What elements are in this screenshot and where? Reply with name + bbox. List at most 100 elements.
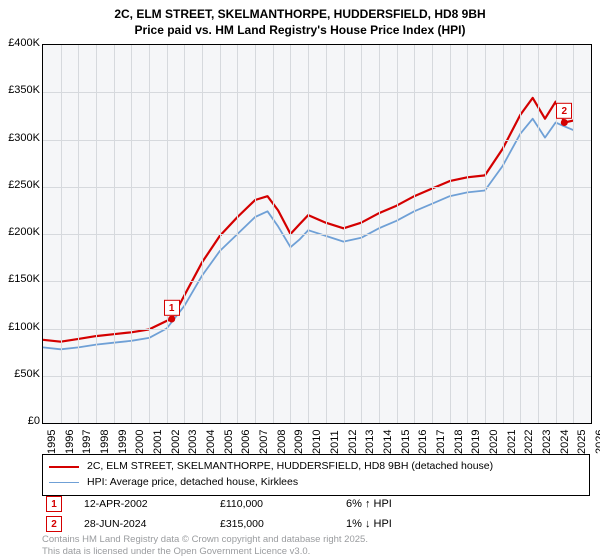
x-tick-label: 2007 [258, 424, 270, 454]
marker-row: 1 12-APR-2002 £110,000 6% ↑ HPI [42, 494, 590, 514]
gridline-h [43, 281, 591, 282]
gridline-v [114, 45, 115, 423]
y-tick-label: £200K [0, 226, 40, 238]
legend-row: 2C, ELM STREET, SKELMANTHORPE, HUDDERSFI… [49, 459, 583, 475]
gridline-v [450, 45, 451, 423]
x-tick-label: 2011 [329, 424, 341, 454]
x-tick-label: 2013 [364, 424, 376, 454]
marker-table: 1 12-APR-2002 £110,000 6% ↑ HPI 2 28-JUN… [42, 494, 590, 534]
x-tick-label: 2024 [559, 424, 571, 454]
x-tick-label: 2002 [170, 424, 182, 454]
x-tick-label: 2022 [523, 424, 535, 454]
gridline-h [43, 329, 591, 330]
gridline-h [43, 92, 591, 93]
marker-delta: 1% ↓ HPI [346, 518, 466, 530]
gridline-v [573, 45, 574, 423]
x-tick-label: 2008 [276, 424, 288, 454]
x-tick-label: 2026 [594, 424, 600, 454]
y-tick-label: £150K [0, 273, 40, 285]
gridline-v [414, 45, 415, 423]
y-tick-label: £300K [0, 132, 40, 144]
legend-swatch-price-paid [49, 466, 79, 468]
x-tick-label: 2016 [417, 424, 429, 454]
y-tick-label: £400K [0, 37, 40, 49]
x-tick-label: 2003 [187, 424, 199, 454]
marker-price: £110,000 [220, 498, 330, 510]
x-tick-label: 2018 [453, 424, 465, 454]
footer-line-1: Contains HM Land Registry data © Crown c… [42, 534, 368, 545]
title-line-1: 2C, ELM STREET, SKELMANTHORPE, HUDDERSFI… [114, 7, 485, 21]
x-tick-label: 2006 [240, 424, 252, 454]
x-tick-label: 2005 [223, 424, 235, 454]
x-tick-label: 1995 [46, 424, 58, 454]
gridline-v [131, 45, 132, 423]
plot-marker-badge-2: 2 [556, 103, 572, 119]
x-tick-label: 2021 [506, 424, 518, 454]
y-tick-label: £250K [0, 179, 40, 191]
legend-swatch-hpi [49, 482, 79, 483]
x-tick-label: 2019 [470, 424, 482, 454]
gridline-v [520, 45, 521, 423]
gridline-v [202, 45, 203, 423]
marker-badge-2: 2 [46, 516, 62, 532]
x-tick-label: 2015 [400, 424, 412, 454]
x-tick-label: 2000 [134, 424, 146, 454]
title-line-2: Price paid vs. HM Land Registry's House … [135, 23, 466, 37]
gridline-v [397, 45, 398, 423]
gridline-v [78, 45, 79, 423]
x-tick-label: 2020 [488, 424, 500, 454]
gridline-v [255, 45, 256, 423]
x-tick-label: 2004 [205, 424, 217, 454]
x-tick-label: 2010 [311, 424, 323, 454]
gridline-v [432, 45, 433, 423]
x-tick-label: 2025 [576, 424, 588, 454]
marker-point-2 [561, 119, 568, 126]
x-tick-label: 2014 [382, 424, 394, 454]
gridline-h [43, 140, 591, 141]
footer-attribution: Contains HM Land Registry data © Crown c… [42, 534, 368, 558]
gridline-v [237, 45, 238, 423]
gridline-h [43, 234, 591, 235]
gridline-v [61, 45, 62, 423]
gridline-v [308, 45, 309, 423]
marker-badge-1: 1 [46, 496, 62, 512]
marker-date: 28-JUN-2024 [84, 518, 204, 530]
x-tick-label: 1996 [64, 424, 76, 454]
x-tick-label: 2023 [541, 424, 553, 454]
gridline-v [467, 45, 468, 423]
y-tick-label: £0 [0, 415, 40, 427]
legend-row: HPI: Average price, detached house, Kirk… [49, 475, 583, 491]
x-tick-label: 2017 [435, 424, 447, 454]
x-tick-label: 1997 [81, 424, 93, 454]
gridline-v [290, 45, 291, 423]
plot-area: 12 [42, 44, 592, 424]
y-tick-label: £100K [0, 321, 40, 333]
gridline-h [43, 187, 591, 188]
gridline-h [43, 376, 591, 377]
gridline-v [167, 45, 168, 423]
legend-label-hpi: HPI: Average price, detached house, Kirk… [87, 475, 298, 491]
x-tick-label: 2009 [293, 424, 305, 454]
y-tick-label: £50K [0, 368, 40, 380]
x-tick-label: 2001 [152, 424, 164, 454]
x-tick-label: 1998 [99, 424, 111, 454]
gridline-v [184, 45, 185, 423]
gridline-v [538, 45, 539, 423]
gridline-v [361, 45, 362, 423]
gridline-v [273, 45, 274, 423]
plot-marker-badge-1: 1 [164, 300, 180, 316]
gridline-v [326, 45, 327, 423]
gridline-v [379, 45, 380, 423]
gridline-v [149, 45, 150, 423]
y-tick-label: £350K [0, 84, 40, 96]
chart-container: 2C, ELM STREET, SKELMANTHORPE, HUDDERSFI… [0, 0, 600, 560]
gridline-v [556, 45, 557, 423]
gridline-v [485, 45, 486, 423]
legend-box: 2C, ELM STREET, SKELMANTHORPE, HUDDERSFI… [42, 454, 590, 496]
chart-title: 2C, ELM STREET, SKELMANTHORPE, HUDDERSFI… [0, 0, 600, 38]
gridline-v [503, 45, 504, 423]
marker-point-1 [168, 316, 175, 323]
marker-date: 12-APR-2002 [84, 498, 204, 510]
legend-label-price-paid: 2C, ELM STREET, SKELMANTHORPE, HUDDERSFI… [87, 459, 493, 475]
marker-row: 2 28-JUN-2024 £315,000 1% ↓ HPI [42, 514, 590, 534]
